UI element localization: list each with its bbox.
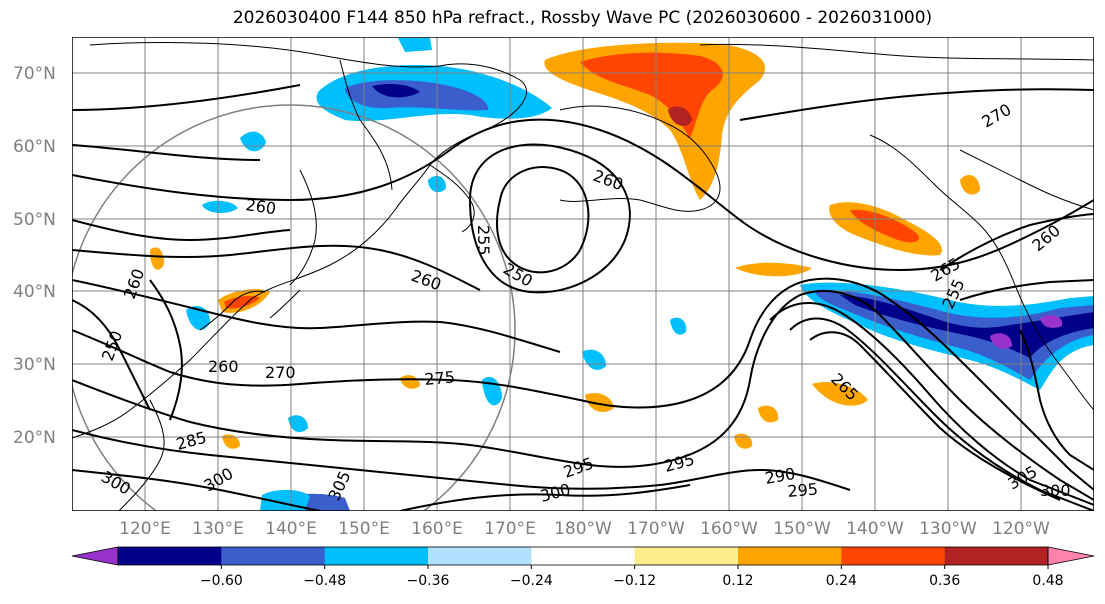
negative-anomaly-west-pacific [582,349,606,370]
contour-line [939,213,1094,271]
negative-anomaly-siberia-deep [372,84,420,98]
coastlines [72,41,1094,511]
lat-label: 60°N [13,137,56,157]
latitude-labels: 70°N 60°N 50°N 40°N 30°N 20°N [13,64,56,448]
colorbar-swatch [738,547,842,565]
lon-label: 130°W [919,519,977,539]
negative-anomaly-philippines [288,415,308,433]
positive-anomaly-central-pacific [585,392,614,412]
colorbar: −0.60 −0.48 −0.36 −0.24 −0.12 0.12 0.24 0.36 0.4… [71,546,1095,589]
positive-anomaly-hawaii [812,381,868,406]
contour-line [72,84,301,111]
lat-label: 30°N [13,355,56,375]
negative-anomaly-pacific-extreme-2 [1040,315,1063,328]
map-title: 2026030400 F144 850 hPa refract., Rossby… [232,8,933,28]
positive-anomaly-east-small-2 [758,405,779,423]
colorbar-tick-label: −0.36 [407,573,450,589]
negative-anomaly-north [398,38,432,52]
colorbar-tick-label: −0.12 [613,573,656,589]
colorbar-swatch [221,547,326,565]
contour-line [72,219,291,242]
contour-label: 260 [208,357,239,376]
colorbar-tick-label: −0.60 [200,573,243,589]
map-panel: 260 255 250 260 260 275 270 260 285 300 … [72,37,1094,511]
lat-label: 50°N [13,210,56,230]
lon-label: 170°W [627,519,685,539]
positive-anomaly-philippines [222,434,240,449]
colorbar-tick-label: 0.12 [722,573,753,589]
contour-label: 260 [244,195,277,218]
negative-anomaly-japan [186,306,210,331]
lon-label: 140°W [846,519,904,539]
lon-label: 150°W [773,519,831,539]
lat-label: 20°N [13,428,56,448]
colorbar-tick-label: −0.24 [510,573,553,589]
colorbar-tick-label: 0.36 [929,573,960,589]
longitude-labels: 120°E 130°E 140°E 150°E 160°E 170°E 180°… [119,519,1050,539]
lat-label: 40°N [13,282,56,302]
contour-line [809,331,1061,501]
lon-label: 130°E [192,519,244,539]
colorbar-swatch [324,547,429,565]
contour-label: 300 [1040,481,1071,500]
positive-anomaly-canada [960,175,980,195]
contour-line [739,88,1094,121]
colorbar-swatch [841,547,946,565]
contour-line [72,279,561,353]
colorbar-tick-label: 0.24 [826,573,857,589]
contour-line [1019,329,1094,471]
positive-anomaly-china [150,247,164,270]
contour-line [72,244,481,291]
range-circle [72,104,516,511]
contour-line [72,277,1094,491]
contour-line [72,299,151,411]
contour-line [72,118,1094,272]
lon-label: 140°E [265,519,317,539]
contour-line [769,302,1094,506]
lon-label: 170°E [484,519,536,539]
colorbar-extend-low [71,546,119,566]
positive-anomaly-gulf-core [850,209,919,243]
colorbar-outline [117,546,1049,566]
graticule [72,37,1094,511]
colorbar-swatch [118,547,222,565]
negative-anomaly-mid-pacific [670,317,687,335]
contour-line [496,166,590,274]
lon-label: 180°W [554,519,612,539]
negative-anomaly-pacific-extreme [990,333,1012,349]
colorbar-swatch [531,547,636,565]
contour-label: 255 [474,225,493,256]
contour-line [149,279,183,421]
lon-label: 160°W [700,519,758,539]
contour-label: 270 [265,363,296,382]
contour-line [72,144,261,161]
positive-anomaly-north-pacific [735,262,812,277]
contour-line [72,290,1094,501]
colorbar-swatch [944,547,1049,565]
lon-label: 120°E [119,519,171,539]
lon-label: 150°E [338,519,390,539]
contour-line [399,484,691,511]
positive-anomaly-alaska-deep [668,106,692,126]
colorbar-swatch [428,547,532,565]
contour-line [789,317,1094,511]
contour-line [468,143,631,294]
lon-label: 160°E [411,519,463,539]
lon-label: 120°W [992,519,1050,539]
colorbar-swatch [634,547,739,565]
contour-layer [72,84,1094,511]
colorbar-tick-label: 0.48 [1032,573,1063,589]
contour-label: 295 [787,479,819,501]
contour-line [959,279,1094,301]
colorbar-extend-high [1047,546,1095,566]
lat-label: 70°N [13,64,56,84]
negative-anomaly-okhotsk [202,200,238,214]
contour-label: 275 [424,367,456,389]
contour-line [72,469,321,511]
contour-line [72,429,851,491]
colorbar-tick-label: −0.48 [303,573,346,589]
